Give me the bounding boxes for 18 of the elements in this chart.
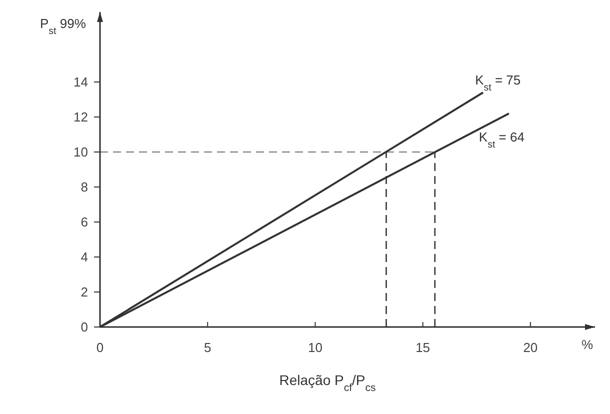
- y-tick-label: 12: [74, 110, 88, 125]
- x-tick-label: 20: [523, 340, 538, 355]
- text: %: [581, 337, 594, 352]
- x-tick-label: 0: [96, 340, 104, 355]
- x-tick-label: 10: [308, 340, 322, 355]
- y-tick-label: 6: [80, 214, 88, 230]
- series-label: K$_{st}$ = 75: [475, 72, 521, 93]
- y-tick-label: 14: [74, 74, 88, 90]
- y-tick-label: 0: [80, 320, 88, 335]
- x-axis-title: Relação P$_{cf}$/P$_{cs}$: [279, 372, 376, 394]
- x-tick-label: 5: [204, 340, 212, 355]
- y-tick-label: 2: [80, 284, 88, 300]
- y-tick-label: 4: [80, 250, 88, 265]
- y-tick-label: 8: [80, 180, 88, 195]
- series-label: K$_{st}$ = 64: [478, 130, 524, 150]
- y-axis-title: P$_{st}$ 99%: [40, 16, 86, 36]
- y-tick-label: 10: [74, 144, 88, 160]
- x-tick-label: 15: [416, 340, 430, 355]
